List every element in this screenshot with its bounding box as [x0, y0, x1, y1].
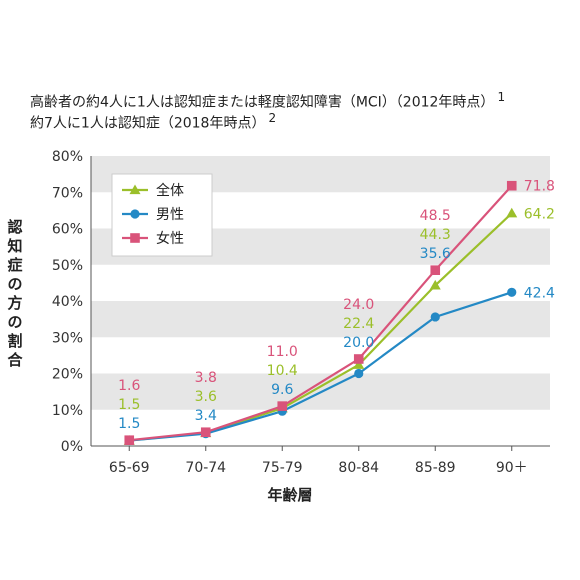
- data-label-0: 64.2: [524, 206, 555, 222]
- x-tick-label: 75-79: [262, 460, 303, 476]
- y-tick-label: 50%: [52, 258, 83, 274]
- subtitle-1-text: 高齢者の約4人に1人は認知症または軽度認知障害（MCI）（2012年時点）: [30, 94, 495, 111]
- subtitle-1-ref: 1: [497, 90, 506, 104]
- legend-label-0: 全体: [156, 182, 184, 199]
- y-tick-label: 0%: [61, 439, 83, 455]
- y-tick-label: 80%: [52, 149, 83, 165]
- data-label-1: 9.6: [271, 382, 293, 398]
- y-tick-label: 40%: [52, 294, 83, 310]
- legend-marker-0: [129, 184, 141, 195]
- data-label-2: 11.0: [267, 344, 298, 360]
- y-axis-label: 認知症の方の割合: [7, 218, 23, 369]
- y-tick-label: 70%: [52, 185, 83, 201]
- data-label-2: 1.6: [118, 378, 140, 394]
- data-point-1: [354, 368, 364, 379]
- data-point-2: [200, 427, 211, 438]
- data-point-2: [353, 354, 364, 364]
- data-label-1: 20.0: [343, 335, 374, 351]
- data-label-0: 3.6: [195, 389, 217, 405]
- data-label-1: 42.4: [524, 285, 555, 301]
- legend-label-1: 男性: [156, 207, 184, 223]
- chart-subtitle-2: 約7人に1人は認知症（2018年時点） 2: [30, 111, 276, 133]
- data-label-1: 3.4: [195, 408, 217, 424]
- x-tick-label: 85-89: [415, 460, 456, 476]
- data-label-0: 44.3: [420, 227, 451, 243]
- chart-subtitle-1: 高齢者の約4人に1人は認知症または軽度認知障害（MCI）（2012年時点） 1: [30, 90, 505, 112]
- subtitle-2-ref: 2: [268, 111, 277, 125]
- data-label-2: 3.8: [195, 370, 217, 386]
- y-tick-label: 60%: [52, 222, 83, 238]
- subtitle-2-text: 約7人に1人は認知症（2018年時点）: [30, 115, 266, 132]
- legend-marker-1: [130, 209, 140, 219]
- series-line-2: [129, 184, 513, 442]
- legend-label-2: 女性: [156, 230, 184, 247]
- data-point-0: [506, 207, 518, 218]
- x-tick-label: 90＋: [496, 460, 528, 476]
- x-tick-label: 70-74: [185, 460, 226, 476]
- data-label-0: 1.5: [118, 397, 140, 413]
- data-point-0: [353, 359, 365, 369]
- x-tick-label: 65-69: [109, 460, 150, 476]
- x-tick-label: 80-84: [338, 460, 379, 476]
- y-tick-label: 10%: [52, 403, 83, 419]
- data-label-2: 24.0: [343, 297, 374, 313]
- series-line-1: [129, 291, 513, 442]
- data-label-1: 1.5: [118, 416, 140, 432]
- grid-band: [91, 301, 550, 338]
- data-point-0: [429, 279, 441, 290]
- data-point-2: [430, 265, 441, 275]
- data-label-0: 10.4: [267, 363, 298, 379]
- data-label-2: 48.5: [420, 208, 451, 224]
- data-label-0: 22.4: [343, 316, 374, 332]
- y-tick-label: 20%: [52, 367, 83, 383]
- data-point-1: [507, 287, 517, 297]
- data-label-1: 35.6: [420, 246, 451, 262]
- data-point-2: [277, 401, 288, 411]
- data-label-2: 71.8: [524, 179, 555, 195]
- y-tick-label: 30%: [52, 330, 83, 346]
- data-point-2: [506, 180, 517, 191]
- legend-marker-2: [130, 233, 140, 243]
- x-axis-label: 年齢層: [267, 486, 313, 504]
- data-point-1: [430, 312, 440, 322]
- data-point-2: [124, 435, 135, 445]
